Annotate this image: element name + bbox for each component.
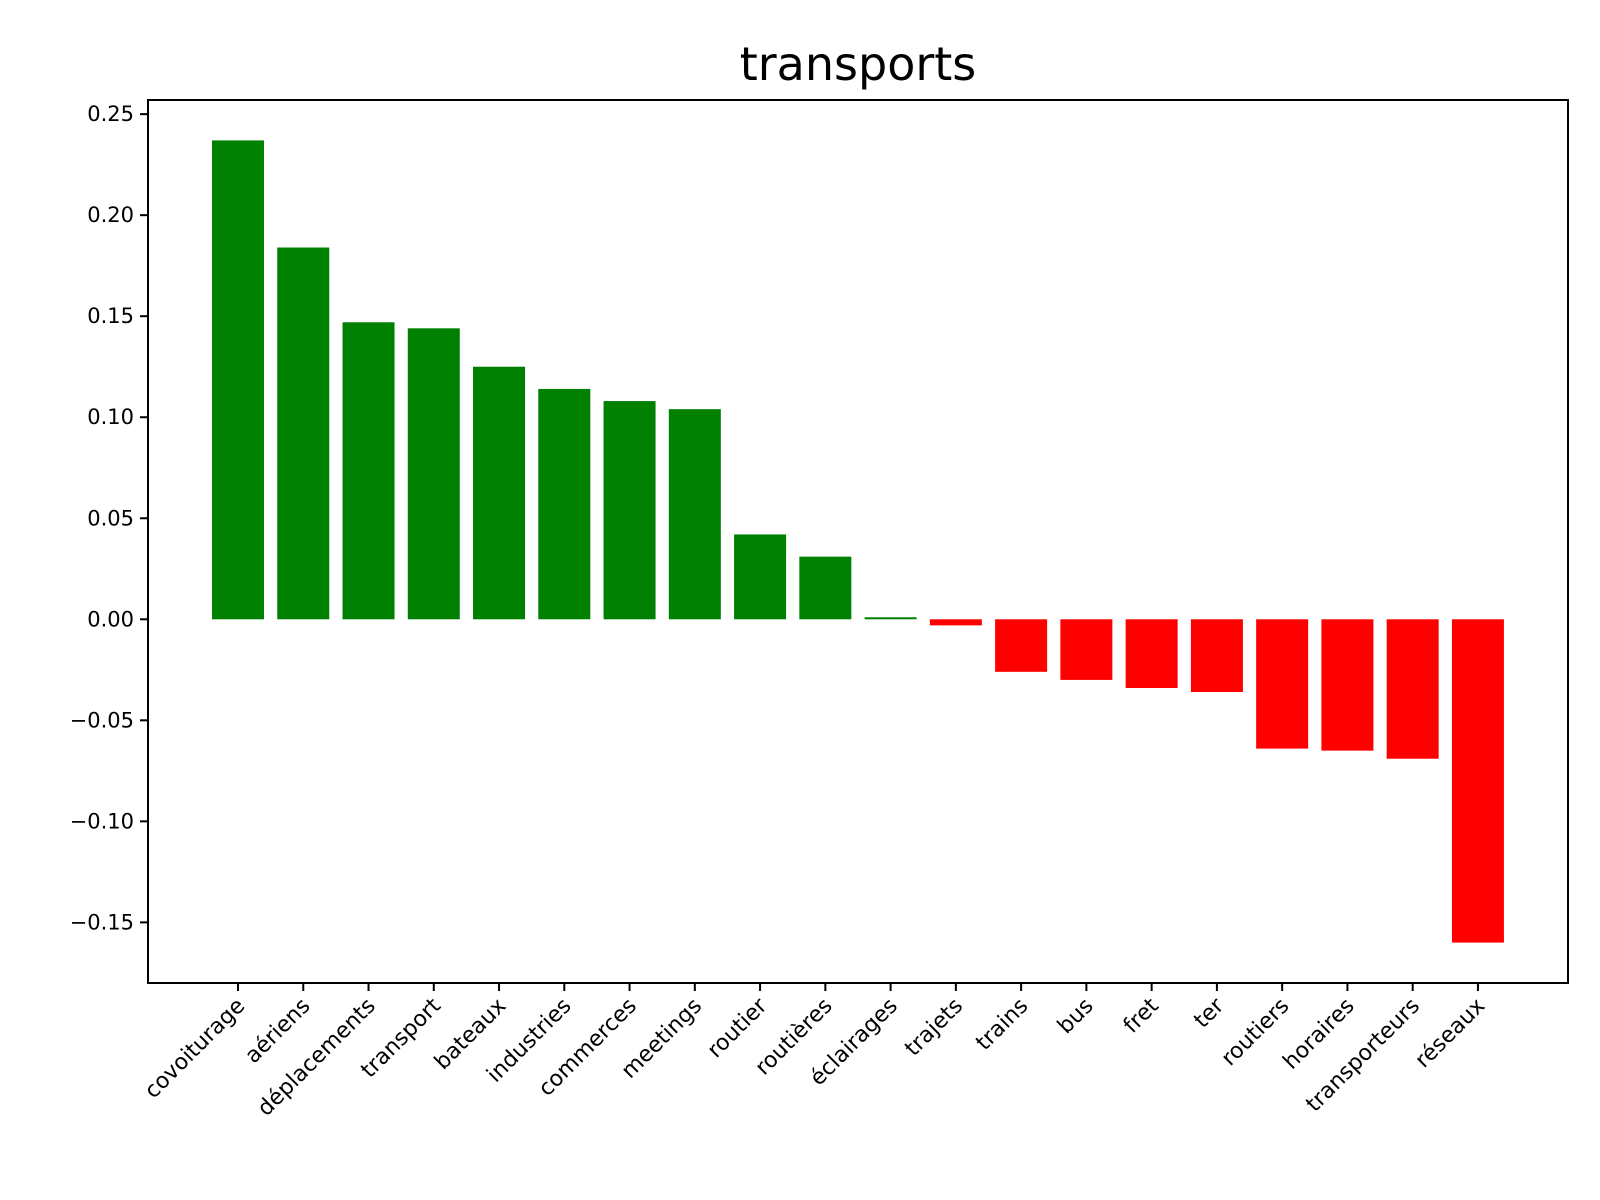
bar-industries: [538, 388, 591, 620]
x-tick-label: ter: [1189, 993, 1229, 1033]
bar-aériens: [277, 247, 330, 620]
bar-transporteurs: [1386, 619, 1439, 759]
x-tick-label: trajets: [900, 994, 968, 1062]
bar-commerces: [603, 401, 656, 620]
bar-bus: [1060, 619, 1113, 680]
bar-ter: [1190, 619, 1243, 693]
x-tick-label: bus: [1053, 994, 1099, 1040]
bar-fret: [1125, 619, 1178, 688]
y-tick-label: 0.15: [87, 304, 134, 328]
y-tick-label: 0.10: [87, 405, 134, 429]
bar-bateaux: [473, 366, 526, 620]
y-tick-label: −0.10: [70, 809, 134, 833]
bar-horaires: [1321, 619, 1374, 751]
y-tick-label: 0.00: [87, 607, 134, 631]
y-tick-label: 0.20: [87, 203, 134, 227]
bar-transport: [407, 328, 460, 620]
bar-réseaux: [1451, 619, 1504, 943]
bar-routier: [734, 534, 787, 620]
bars-group: [212, 140, 1504, 943]
bar-routiers: [1256, 619, 1309, 749]
y-tick-label: 0.25: [87, 102, 134, 126]
plot-frame: [147, 99, 1569, 984]
y-tick-label: −0.15: [70, 910, 134, 934]
x-tick-label: covoiturage: [140, 994, 250, 1104]
x-tick-label: réseaux: [1411, 994, 1491, 1074]
bar-covoiturage: [212, 140, 264, 620]
x-axis: covoiturageaériensdéplacementstransportb…: [140, 983, 1490, 1121]
y-axis: −0.15 −0.10 −0.05 0.00 0.05 0.10 0.15 0.20 0.25: [70, 102, 148, 934]
x-tick-label: fret: [1119, 993, 1164, 1038]
bar-éclairages: [864, 617, 917, 620]
y-tick-label: 0.05: [87, 506, 134, 530]
x-tick-label: transporteurs: [1301, 994, 1424, 1117]
bar-déplacements: [342, 322, 395, 620]
bar-routières: [799, 556, 852, 620]
bar-trajets: [929, 619, 982, 626]
bar-trains: [995, 619, 1048, 672]
x-tick-label: déplacements: [253, 994, 381, 1122]
x-tick-label: trains: [971, 994, 1033, 1056]
chart-title: transports: [740, 37, 977, 91]
bar-meetings: [668, 409, 721, 620]
y-tick-label: −0.05: [70, 708, 134, 732]
